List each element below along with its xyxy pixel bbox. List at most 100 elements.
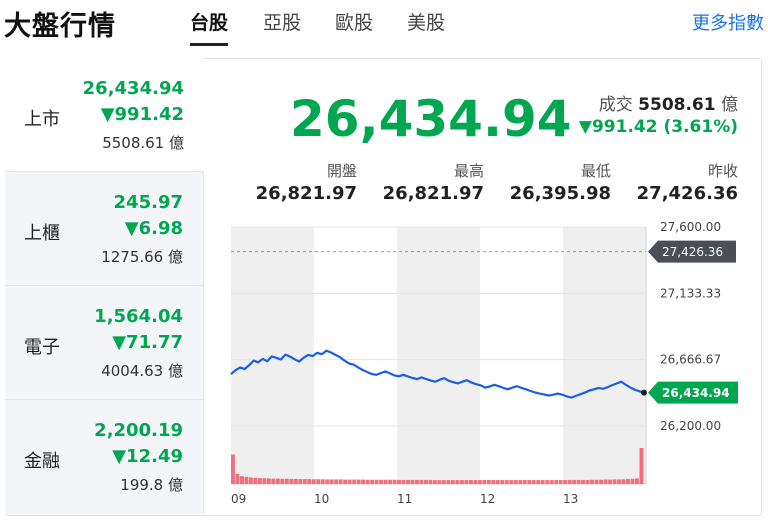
volume-bar: [298, 479, 303, 484]
index-change: ▼991.42 (3.61%): [578, 117, 738, 137]
tab-europe-stocks[interactable]: 歐股: [335, 12, 374, 34]
volume-bar: [464, 480, 469, 484]
volume-bar: [235, 473, 240, 484]
sidebar-item-change: ▼6.98: [124, 218, 183, 239]
stat-label: 最低: [580, 162, 611, 180]
volume-bar: [612, 479, 617, 484]
volume-bar: [585, 479, 590, 484]
volume-bar: [495, 480, 500, 484]
volume-bar: [383, 479, 388, 484]
volume-bar: [441, 480, 446, 484]
last-price-tag: [648, 381, 738, 404]
header: 大盤行情 台股 亞股 歐股 美股 更多指數: [0, 0, 768, 50]
volume-bar: [455, 480, 460, 484]
sidebar-item-name: 上櫃: [24, 223, 60, 244]
prev-close-tag-label: 27,426.36: [662, 245, 723, 259]
volume-bar: [325, 479, 330, 484]
volume-bar: [527, 480, 532, 484]
tab-us-stocks[interactable]: 美股: [407, 12, 446, 34]
index-value: 26,434.94: [290, 90, 572, 148]
volume-bar: [437, 480, 442, 484]
y-tick-label: 27,600.00: [660, 220, 721, 234]
volume-bar: [630, 478, 635, 484]
tab-asia-stocks[interactable]: 亞股: [263, 12, 302, 34]
volume-bar: [316, 479, 321, 484]
volume-bar: [504, 480, 509, 484]
volume-bar: [302, 479, 307, 484]
volume-bar: [334, 479, 339, 484]
tab-taiwan-stocks[interactable]: 台股: [190, 8, 229, 46]
sidebar-item-change: ▼12.49: [112, 446, 183, 467]
stat-label: 最高: [453, 162, 484, 180]
turnover: 成交 5508.61 億: [599, 90, 738, 115]
volume-bar: [253, 477, 258, 484]
volume-bar: [482, 480, 487, 484]
volume-bar: [244, 476, 249, 484]
sidebar-item-volume: 199.8 億: [120, 476, 183, 494]
sidebar-item-volume: 5508.61 億: [102, 134, 184, 152]
volume-bar: [248, 477, 253, 484]
volume-bar: [257, 478, 262, 484]
volume-bar: [639, 448, 644, 484]
stat-prev-close: 昨收 27,426.36: [637, 160, 738, 204]
volume-bar: [599, 479, 603, 484]
volume-bar: [567, 479, 572, 484]
volume-bar: [415, 479, 419, 484]
volume-bar: [406, 479, 410, 484]
volume-bar: [365, 479, 370, 484]
sidebar-item-otc[interactable]: 上櫃 245.97 ▼6.98 1275.66 億: [5, 172, 204, 286]
volume-bar: [594, 479, 599, 484]
turnover-label: 成交: [598, 95, 633, 115]
volume-bar: [459, 480, 464, 484]
volume-bar: [428, 479, 433, 484]
volume-bar: [231, 454, 235, 484]
volume-bar: [239, 476, 244, 484]
volume-bar: [392, 479, 397, 484]
volume-bar: [509, 480, 514, 484]
volume-bar: [388, 479, 393, 484]
volume-bar: [590, 479, 595, 484]
sidebar-item-volume: 4004.63 億: [101, 362, 183, 380]
volume-bar: [271, 478, 276, 484]
volume-bar: [374, 479, 379, 484]
last-price-tag-label: 26,434.94: [662, 386, 730, 400]
stat-value: 26,821.97: [255, 183, 357, 204]
sidebar-item-finance[interactable]: 金融 2,200.19 ▼12.49 199.8 億: [5, 400, 204, 514]
stat-high: 最高 26,821.97: [383, 160, 484, 204]
sidebar-item-value: 1,564.04: [94, 306, 183, 327]
volume-bar: [379, 479, 384, 484]
volume-bar: [477, 480, 482, 484]
sidebar-item-listed[interactable]: 上市 26,434.94 ▼991.42 5508.61 億: [5, 58, 204, 172]
x-tick-label: 11: [397, 492, 412, 506]
volume-bar: [320, 479, 325, 484]
y-tick-label: 27,133.33: [660, 286, 721, 300]
volume-bar: [370, 479, 375, 484]
volume-bar: [549, 480, 554, 484]
volume-bar: [352, 479, 357, 484]
volume-bar: [289, 478, 294, 484]
volume-bar: [262, 478, 267, 484]
sidebar-item-electronics[interactable]: 電子 1,564.04 ▼71.77 4004.63 億: [5, 286, 204, 400]
volume-bar: [554, 480, 559, 484]
volume-bar: [545, 480, 550, 484]
stat-label: 昨收: [707, 162, 738, 180]
turnover-unit: 億: [721, 95, 738, 115]
volume-bar: [347, 479, 352, 484]
volume-bar: [635, 478, 639, 484]
volume-bar: [621, 479, 626, 484]
stat-open: 開盤 26,821.97: [256, 160, 357, 204]
sidebar-item-change: ▼71.77: [112, 332, 183, 353]
volume-bar: [338, 479, 343, 484]
volume-bar: [280, 478, 285, 484]
hour-band: [563, 227, 646, 484]
more-indices-link[interactable]: 更多指數: [692, 13, 764, 34]
volume-bar: [617, 479, 621, 484]
volume-bar: [473, 480, 478, 484]
volume-bar: [486, 480, 491, 484]
stat-value: 26,821.97: [382, 183, 484, 204]
volume-bar: [284, 478, 289, 484]
volume-bar: [536, 480, 541, 484]
sidebar-item-name: 金融: [24, 451, 60, 472]
volume-bar: [491, 480, 496, 484]
